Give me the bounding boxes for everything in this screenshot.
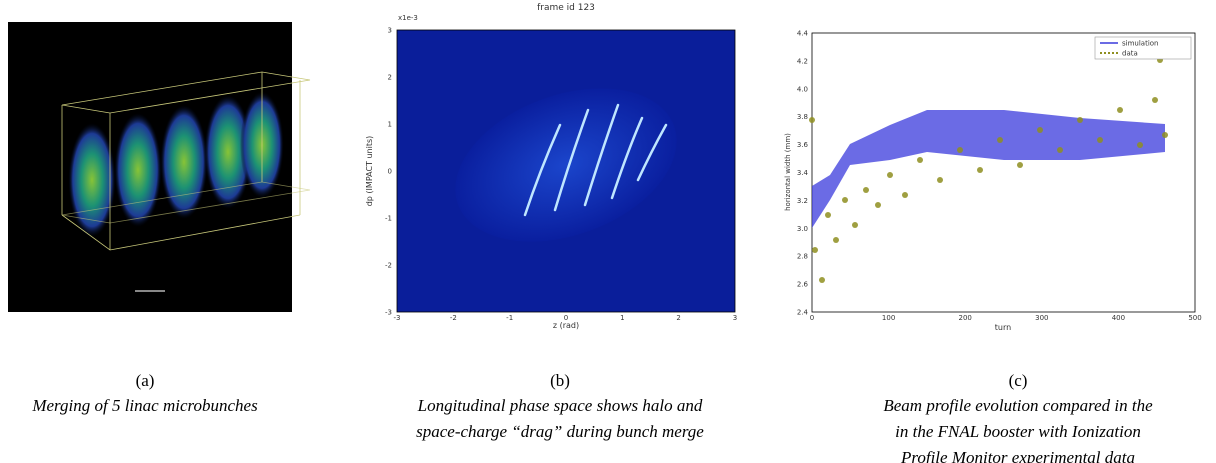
y-axis-label: dp (IMPACT units) [365, 136, 374, 207]
y-tick-label: 1 [388, 121, 392, 129]
x-tick-label: 2 [676, 314, 680, 322]
y-tick-label: 3.6 [797, 141, 809, 149]
panel-b-image [396, 29, 736, 313]
caption-line: space-charge “drag” during bunch merge [416, 422, 704, 441]
x-tick-label: 500 [1188, 314, 1201, 322]
axis-offset: x1e-3 [398, 14, 418, 22]
y-tick-label: 2.4 [797, 309, 809, 317]
x-tick-label: -2 [450, 314, 457, 322]
x-tick-label: 1 [620, 314, 624, 322]
legend-entry: data [1122, 50, 1138, 58]
caption-line: Merging of 5 linac microbunches [31, 396, 258, 415]
panel-c-image [809, 32, 1196, 313]
panel-a-image [8, 22, 311, 312]
caption-line: Beam profile evolution compared in the [883, 396, 1153, 415]
x-tick-label: 0 [810, 314, 814, 322]
x-tick-label: 0 [564, 314, 568, 322]
panel-label: (a) [136, 371, 155, 390]
x-tick-label: 3 [733, 314, 737, 322]
panel-label: (b) [550, 371, 570, 390]
y-tick-label: 3.2 [797, 197, 808, 205]
y-tick-label: 3.8 [797, 113, 808, 121]
x-tick-label: -1 [506, 314, 513, 322]
y-tick-label: 4.0 [797, 85, 808, 93]
x-tick-label: 200 [959, 314, 972, 322]
x-tick-label: -3 [394, 314, 401, 322]
y-tick-label: -3 [385, 309, 392, 317]
y-tick-label: 2.8 [797, 253, 808, 261]
caption-line: in the FNAL booster with Ionization [895, 422, 1141, 441]
y-tick-label: 3.0 [797, 225, 808, 233]
caption-line: Profile Monitor experimental data [900, 448, 1135, 463]
y-axis-label: horizontal width (mm) [784, 133, 792, 211]
y-tick-label: 2.6 [797, 281, 809, 289]
caption-line: Longitudinal phase space shows halo and [417, 396, 703, 415]
y-tick-label: -1 [385, 215, 392, 223]
panel-label: (c) [1009, 371, 1028, 390]
x-axis-label: turn [995, 323, 1011, 332]
legend-entry: simulation [1122, 40, 1159, 48]
y-tick-label: 2 [388, 74, 392, 82]
x-tick-label: 400 [1112, 314, 1125, 322]
y-tick-label: -2 [385, 262, 392, 270]
x-tick-label: 300 [1035, 314, 1048, 322]
y-tick-label: 3.4 [797, 169, 809, 177]
y-tick-label: 4.4 [797, 30, 809, 38]
x-axis-label: z (rad) [553, 321, 579, 330]
y-tick-label: 3 [388, 27, 392, 35]
y-tick-label: 4.2 [797, 57, 808, 65]
plot-title: frame id 123 [537, 3, 595, 13]
x-tick-label: 100 [882, 314, 895, 322]
y-tick-label: 0 [388, 168, 392, 176]
